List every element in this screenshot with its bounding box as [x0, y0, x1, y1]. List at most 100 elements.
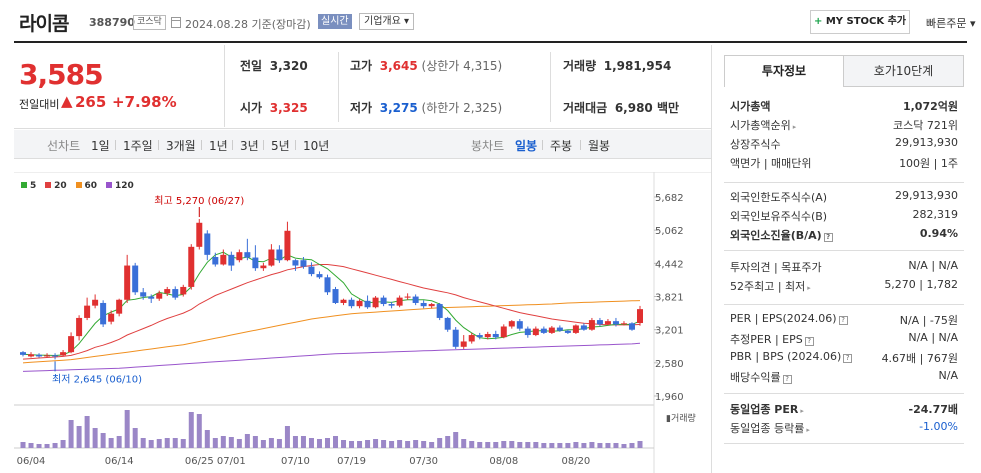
tab-hoga-10[interactable]: 호가10단계	[843, 55, 964, 87]
prev-close: 전일 3,320	[240, 57, 308, 74]
info-row: 외국인한도주식수(A) 29,913,930	[730, 189, 958, 205]
volume-bar	[196, 414, 202, 448]
info-label: 투자의견 | 목표주가	[730, 261, 822, 274]
info-row[interactable]: 배당수익률? N/A	[730, 369, 958, 385]
company-overview-dropdown[interactable]: 기업개요 ▾	[359, 13, 414, 30]
add-my-stock-button[interactable]: + MY STOCK 추가	[810, 10, 910, 34]
period-1d[interactable]: 1일	[91, 139, 110, 153]
candle-body	[476, 335, 483, 338]
volume-bar	[28, 443, 34, 448]
volume-bar	[204, 430, 210, 448]
volume-bar	[453, 432, 459, 448]
volume-bar	[188, 412, 194, 448]
candle-body	[36, 354, 43, 357]
volume-bar	[276, 439, 282, 448]
ma20-line	[22, 264, 641, 360]
candle-body	[364, 300, 371, 308]
panel-divider	[724, 182, 964, 183]
help-icon[interactable]: ?	[804, 337, 814, 346]
chevron-right-icon[interactable]: ▸	[806, 426, 810, 434]
info-value: 29,913,930	[895, 189, 958, 202]
x-tick-label: 07/30	[409, 456, 438, 467]
info-row[interactable]: 동일업종 PER ▸ -24.77배	[730, 401, 958, 417]
chevron-right-icon[interactable]: ▸	[800, 407, 804, 415]
trade-amount: 거래대금 6,980 백만	[563, 99, 679, 116]
volume-bar	[621, 444, 627, 448]
info-value: 29,913,930	[895, 136, 958, 149]
info-row[interactable]: 52주최고 | 최저 ▸ 5,270 | 1,782	[730, 278, 958, 294]
divider	[711, 45, 712, 473]
info-row[interactable]: 시가총액순위 ▸ 코스닥 721위	[730, 117, 958, 133]
candle-weekly[interactable]: 주봉	[550, 139, 573, 153]
volume-bar	[292, 436, 298, 448]
info-label: 외국인소진율(B/A)?	[730, 227, 833, 243]
volume-bar	[60, 440, 66, 448]
realtime-button[interactable]: 실시간	[318, 14, 352, 29]
help-icon[interactable]: ?	[782, 375, 792, 384]
help-icon[interactable]: ?	[843, 354, 853, 363]
tab-invest-info[interactable]: 투자정보	[724, 55, 844, 87]
period-5y[interactable]: 5년	[271, 139, 290, 153]
divider	[224, 45, 225, 127]
volume-bar	[589, 442, 595, 448]
volume-bar	[164, 438, 170, 448]
divider	[338, 52, 339, 122]
y-tick-label: 5,682	[655, 193, 684, 204]
candle-body	[388, 304, 395, 306]
info-row[interactable]: PBR | BPS (2024.06)? 4.67배 | 767원	[730, 350, 958, 366]
period-3y[interactable]: 3년	[240, 139, 259, 153]
candle-body	[460, 341, 467, 347]
volume-bar	[140, 438, 146, 448]
candle-body	[428, 304, 435, 307]
as-of-date: 2024.08.28 기준(장마감)	[185, 18, 311, 31]
candle-body	[212, 256, 219, 265]
candle-body	[148, 296, 155, 299]
candle-body	[276, 249, 283, 261]
x-tick-label: 06/14	[105, 456, 134, 467]
candle-body	[572, 325, 579, 333]
low-value: 3,275	[379, 101, 418, 115]
line-chart-label[interactable]: 선차트	[47, 139, 81, 153]
volume-bar	[180, 439, 186, 448]
open-value: 3,325	[269, 101, 308, 115]
candle-body	[532, 328, 539, 336]
panel-divider	[724, 304, 964, 305]
candle-monthly[interactable]: 월봉	[588, 139, 611, 153]
y-tick-label: 1,960	[655, 392, 684, 403]
candle-daily[interactable]: 일봉	[515, 139, 538, 153]
info-row: 외국인보유주식수(B) 282,319	[730, 208, 958, 224]
candle-body	[60, 352, 67, 356]
chevron-right-icon[interactable]: ▸	[807, 284, 811, 292]
quick-order-dropdown[interactable]: 빠른주문 ▾	[926, 17, 976, 30]
x-tick-label: 07/01	[217, 456, 246, 467]
candle-body	[564, 330, 571, 333]
candle-body	[612, 321, 619, 325]
volume-bar	[493, 442, 499, 448]
info-label: PER | EPS(2024.06)?	[730, 312, 848, 325]
candle-chart-label[interactable]: 봉차트	[471, 139, 505, 153]
stock-candle-chart[interactable]: 5,682 5,062 4,442 3,821 3,201 2,580 1,960 06/04…	[14, 172, 711, 473]
info-label: 배당수익률?	[730, 369, 792, 385]
candle-body	[172, 289, 179, 298]
volume-bar	[613, 443, 619, 448]
candle-body	[236, 252, 243, 261]
period-3m[interactable]: 3개월	[166, 139, 196, 153]
info-label: 상장주식수	[730, 138, 781, 151]
info-row[interactable]: 추정PER | EPS? N/A | N/A	[730, 331, 958, 347]
y-tick-label: 3,201	[655, 326, 684, 337]
help-icon[interactable]: ?	[838, 316, 848, 325]
candle-body	[292, 260, 299, 266]
info-row[interactable]: 외국인소진율(B/A)? 0.94%	[730, 227, 958, 243]
info-row[interactable]: 동일업종 등락률 ▸ -1.00%	[730, 420, 958, 436]
info-row[interactable]: PER | EPS(2024.06)? N/A | -75원	[730, 312, 958, 328]
period-10y[interactable]: 10년	[303, 139, 330, 153]
chevron-right-icon[interactable]: ▸	[792, 123, 797, 131]
market-badge: 코스닥	[133, 15, 166, 30]
help-icon[interactable]: ?	[823, 233, 833, 242]
period-1y[interactable]: 1년	[209, 139, 228, 153]
info-label: 시가총액순위 ▸	[730, 119, 797, 132]
y-tick-label: 4,442	[655, 259, 684, 270]
volume-bar	[236, 439, 242, 448]
period-1w[interactable]: 1주일	[123, 139, 153, 153]
candle-body	[324, 277, 331, 293]
